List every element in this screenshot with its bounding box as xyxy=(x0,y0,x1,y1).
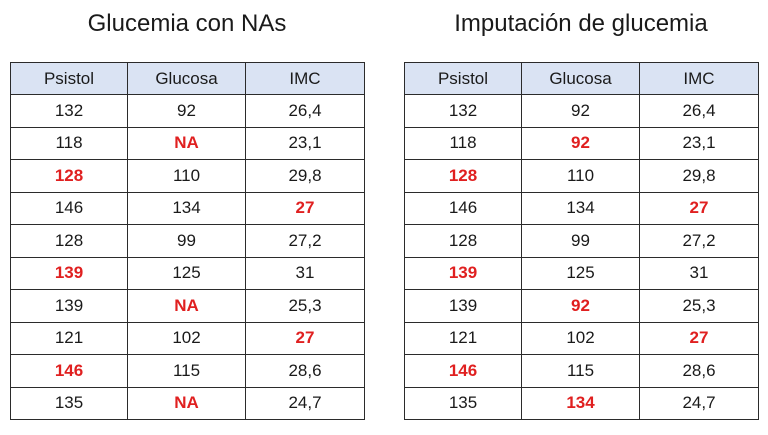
psistol-cell: 139 xyxy=(10,289,128,323)
imc-cell: 29,8 xyxy=(639,159,759,193)
psistol-cell: 121 xyxy=(404,321,522,355)
right-table-title: Imputación de glucemia xyxy=(454,10,708,37)
glucosa-cell: 125 xyxy=(521,256,640,290)
psistol-cell: 128 xyxy=(404,159,522,193)
table-row: 135 NA 24,7 xyxy=(10,386,365,420)
glucosa-cell: 134 xyxy=(521,191,640,225)
psistol-cell: 135 xyxy=(10,386,128,420)
psistol-cell: 139 xyxy=(404,289,522,323)
column-header-glucosa: Glucosa xyxy=(127,62,246,95)
glucosa-cell: 110 xyxy=(127,159,246,193)
header-row: Psistol Glucosa IMC xyxy=(404,62,759,95)
table-row: 128 99 27,2 xyxy=(10,224,365,258)
glucosa-cell: 134 xyxy=(127,191,246,225)
glucosa-cell: 125 xyxy=(127,256,246,290)
imc-cell: 23,1 xyxy=(245,126,365,160)
table-row: 146 134 27 xyxy=(404,191,759,225)
table-row: 118 92 23,1 xyxy=(404,126,759,160)
glucosa-cell: 102 xyxy=(127,321,246,355)
glucosa-cell: 92 xyxy=(521,126,640,160)
table-row: 118 NA 23,1 xyxy=(10,126,365,160)
table-row: 128 110 29,8 xyxy=(404,159,759,193)
table-row: 128 110 29,8 xyxy=(10,159,365,193)
psistol-cell: 132 xyxy=(10,94,128,128)
glucosa-cell: 99 xyxy=(127,224,246,258)
imc-cell: 27 xyxy=(245,191,365,225)
psistol-cell: 128 xyxy=(10,224,128,258)
psistol-cell: 128 xyxy=(10,159,128,193)
imc-cell: 28,6 xyxy=(639,354,759,388)
glucosa-cell: 99 xyxy=(521,224,640,258)
psistol-cell: 121 xyxy=(10,321,128,355)
glucosa-cell: NA xyxy=(127,126,246,160)
left-table-title: Glucemia con NAs xyxy=(87,10,287,37)
glucosa-cell: NA xyxy=(127,386,246,420)
psistol-cell: 146 xyxy=(404,191,522,225)
imc-cell: 28,6 xyxy=(245,354,365,388)
psistol-cell: 118 xyxy=(10,126,128,160)
glucosa-cell: NA xyxy=(127,289,246,323)
right-table-body: 132 92 26,4 118 92 23,1 128 110 29,8 146 134 27 128 9… xyxy=(404,94,759,420)
table-row: 135 134 24,7 xyxy=(404,386,759,420)
imc-cell: 27 xyxy=(639,321,759,355)
glucosa-cell: 92 xyxy=(521,94,640,128)
table-row: 132 92 26,4 xyxy=(404,94,759,128)
table-row: 146 134 27 xyxy=(10,191,365,225)
glucosa-cell: 115 xyxy=(521,354,640,388)
glucosa-cell: 102 xyxy=(521,321,640,355)
imc-cell: 27,2 xyxy=(245,224,365,258)
psistol-cell: 118 xyxy=(404,126,522,160)
imc-cell: 27 xyxy=(639,191,759,225)
table-row: 139 125 31 xyxy=(404,256,759,290)
right-table: Psistol Glucosa IMC 132 92 26,4 118 92 23,1 12… xyxy=(404,62,759,420)
header-row: Psistol Glucosa IMC xyxy=(10,62,365,95)
table-row: 128 99 27,2 xyxy=(404,224,759,258)
imc-cell: 23,1 xyxy=(639,126,759,160)
table-row: 132 92 26,4 xyxy=(10,94,365,128)
table-row: 139 NA 25,3 xyxy=(10,289,365,323)
table-row: 139 92 25,3 xyxy=(404,289,759,323)
column-header-glucosa: Glucosa xyxy=(521,62,640,95)
glucosa-cell: 134 xyxy=(521,386,640,420)
psistol-cell: 146 xyxy=(10,191,128,225)
psistol-cell: 139 xyxy=(404,256,522,290)
table-row: 146 115 28,6 xyxy=(10,354,365,388)
imc-cell: 25,3 xyxy=(639,289,759,323)
imc-cell: 31 xyxy=(245,256,365,290)
table-row: 121 102 27 xyxy=(404,321,759,355)
imc-cell: 26,4 xyxy=(639,94,759,128)
imc-cell: 24,7 xyxy=(639,386,759,420)
column-header-imc: IMC xyxy=(245,62,365,95)
glucosa-cell: 92 xyxy=(127,94,246,128)
table-row: 139 125 31 xyxy=(10,256,365,290)
imc-cell: 27 xyxy=(245,321,365,355)
column-header-psistol: Psistol xyxy=(404,62,522,95)
psistol-cell: 146 xyxy=(10,354,128,388)
imc-cell: 25,3 xyxy=(245,289,365,323)
imc-cell: 26,4 xyxy=(245,94,365,128)
psistol-cell: 128 xyxy=(404,224,522,258)
imc-cell: 31 xyxy=(639,256,759,290)
glucosa-cell: 92 xyxy=(521,289,640,323)
table-row: 121 102 27 xyxy=(10,321,365,355)
psistol-cell: 135 xyxy=(404,386,522,420)
column-header-psistol: Psistol xyxy=(10,62,128,95)
glucosa-cell: 110 xyxy=(521,159,640,193)
left-table: Psistol Glucosa IMC 132 92 26,4 118 NA 23,1 12… xyxy=(10,62,365,420)
psistol-cell: 146 xyxy=(404,354,522,388)
glucosa-cell: 115 xyxy=(127,354,246,388)
column-header-imc: IMC xyxy=(639,62,759,95)
imc-cell: 24,7 xyxy=(245,386,365,420)
left-table-body: 132 92 26,4 118 NA 23,1 128 110 29,8 146 134 27 128 9… xyxy=(10,94,365,420)
imc-cell: 27,2 xyxy=(639,224,759,258)
table-row: 146 115 28,6 xyxy=(404,354,759,388)
psistol-cell: 132 xyxy=(404,94,522,128)
psistol-cell: 139 xyxy=(10,256,128,290)
imc-cell: 29,8 xyxy=(245,159,365,193)
